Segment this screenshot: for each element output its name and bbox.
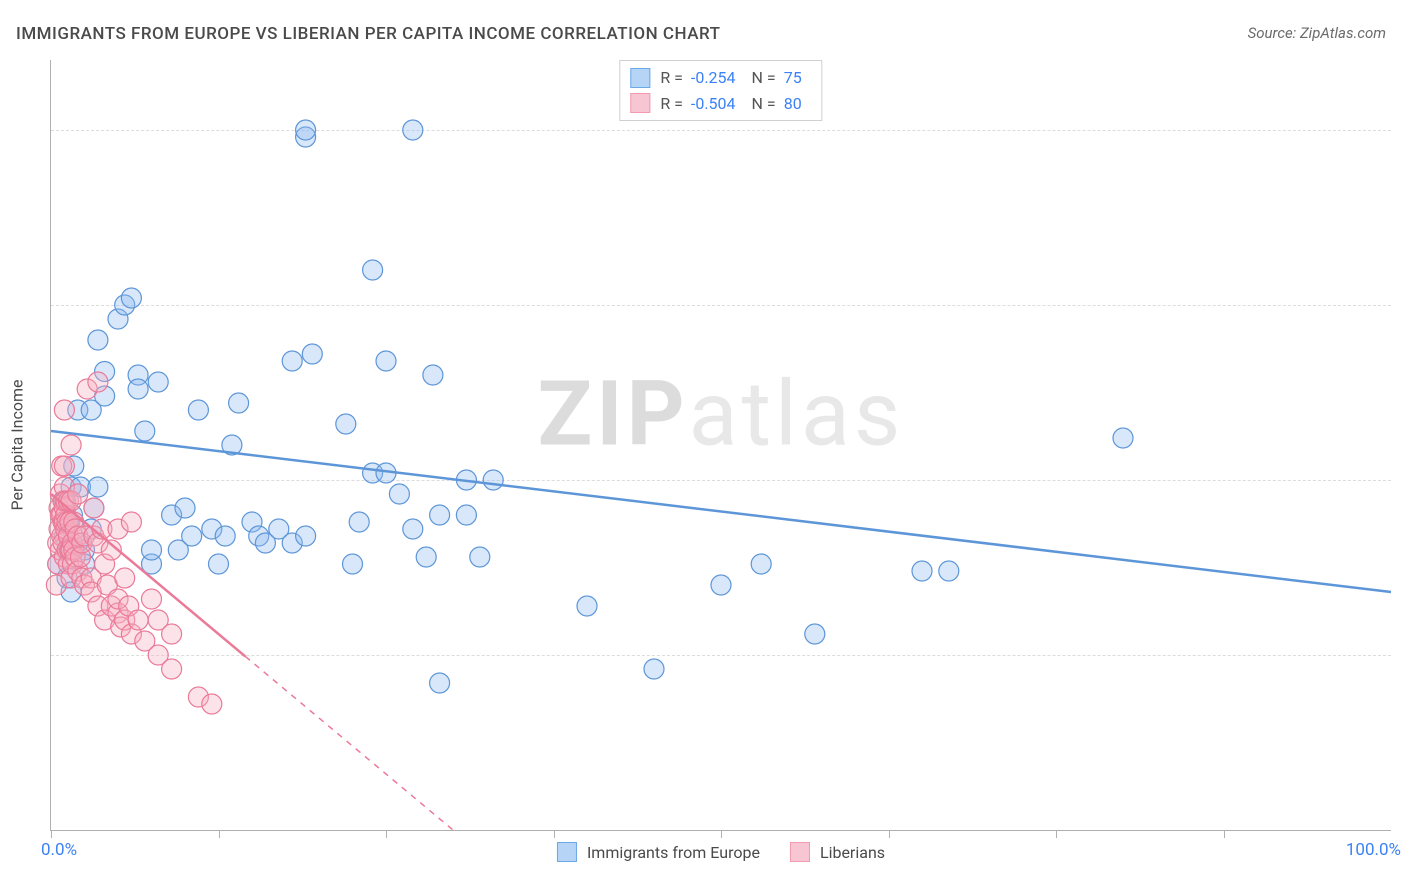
plot-area: Per Capita Income ZIPatlas $25,000$50,00… — [50, 60, 1391, 831]
scatter-point-liberians — [142, 589, 162, 609]
scatter-point-europe — [430, 673, 450, 693]
scatter-point-liberians — [84, 498, 104, 518]
legend-row-europe: R = -0.254 N = 75 — [630, 65, 811, 91]
scatter-point-europe — [389, 484, 409, 504]
n-value-liberians: 80 — [784, 91, 802, 117]
x-tick — [219, 830, 220, 838]
y-tick-label: $100,000 — [1401, 120, 1406, 140]
scatter-point-europe — [296, 526, 316, 546]
swatch-pink-icon — [790, 842, 810, 862]
scatter-point-europe — [912, 561, 932, 581]
chart-title: IMMIGRANTS FROM EUROPE VS LIBERIAN PER C… — [16, 24, 720, 44]
legend-label-liberians: Liberians — [820, 843, 885, 862]
scatter-point-europe — [423, 365, 443, 385]
scatter-point-liberians — [121, 512, 141, 532]
n-label: N = — [752, 91, 776, 117]
scatter-point-europe — [336, 414, 356, 434]
y-axis-title: Per Capita Income — [8, 380, 27, 511]
scatter-point-europe — [577, 596, 597, 616]
scatter-svg — [51, 60, 1391, 830]
n-value-europe: 75 — [784, 65, 802, 91]
scatter-point-europe — [751, 554, 771, 574]
x-tick — [889, 830, 890, 838]
r-value-europe: -0.254 — [691, 65, 736, 91]
scatter-point-europe — [456, 505, 476, 525]
scatter-point-europe — [349, 512, 369, 532]
scatter-point-europe — [148, 372, 168, 392]
scatter-point-europe — [175, 498, 195, 518]
scatter-point-europe — [128, 379, 148, 399]
y-tick-label: $25,000 — [1401, 645, 1406, 665]
n-label: N = — [752, 65, 776, 91]
scatter-point-europe — [403, 120, 423, 140]
scatter-point-europe — [142, 540, 162, 560]
scatter-point-europe — [296, 120, 316, 140]
scatter-point-europe — [343, 554, 363, 574]
scatter-point-europe — [121, 288, 141, 308]
scatter-point-europe — [805, 624, 825, 644]
series-legend: Immigrants from Europe Liberians — [557, 842, 885, 862]
y-tick-label: $75,000 — [1401, 295, 1406, 315]
scatter-point-europe — [939, 561, 959, 581]
scatter-point-europe — [302, 344, 322, 364]
source-prefix: Source: — [1248, 24, 1300, 42]
swatch-blue-icon — [630, 68, 650, 88]
legend-item-europe: Immigrants from Europe — [557, 842, 760, 862]
scatter-point-liberians — [88, 372, 108, 392]
x-axis-min-label: 0.0% — [41, 840, 77, 860]
scatter-point-europe — [182, 526, 202, 546]
legend-label-europe: Immigrants from Europe — [587, 843, 760, 862]
r-label: R = — [660, 91, 683, 117]
scatter-point-europe — [229, 393, 249, 413]
legend-item-liberians: Liberians — [790, 842, 885, 862]
scatter-point-europe — [135, 421, 155, 441]
scatter-point-europe — [416, 547, 436, 567]
legend-row-liberians: R = -0.504 N = 80 — [630, 91, 811, 117]
scatter-point-europe — [403, 519, 423, 539]
scatter-point-liberians — [54, 400, 74, 420]
r-value-liberians: -0.504 — [691, 91, 736, 117]
x-tick — [1224, 830, 1225, 838]
scatter-point-europe — [711, 575, 731, 595]
scatter-point-liberians — [61, 435, 81, 455]
scatter-point-europe — [88, 477, 108, 497]
x-tick — [721, 830, 722, 838]
correlation-legend: R = -0.254 N = 75 R = -0.504 N = 80 — [619, 60, 822, 121]
x-axis-max-label: 100.0% — [1346, 840, 1401, 860]
scatter-point-europe — [430, 505, 450, 525]
y-tick-label: $50,000 — [1401, 470, 1406, 490]
scatter-point-europe — [470, 547, 490, 567]
x-tick — [554, 830, 555, 838]
swatch-pink-icon — [630, 93, 650, 113]
scatter-point-liberians — [115, 568, 135, 588]
scatter-point-europe — [282, 351, 302, 371]
scatter-point-europe — [215, 526, 235, 546]
x-tick — [51, 830, 52, 838]
scatter-point-liberians — [162, 659, 182, 679]
scatter-point-europe — [644, 659, 664, 679]
x-tick — [1056, 830, 1057, 838]
source-attribution: Source: ZipAtlas.com — [1248, 24, 1386, 42]
scatter-point-liberians — [162, 624, 182, 644]
scatter-point-liberians — [54, 456, 74, 476]
scatter-point-europe — [363, 260, 383, 280]
scatter-point-europe — [209, 554, 229, 574]
scatter-point-europe — [188, 400, 208, 420]
trend-line-dashed-liberians — [245, 656, 453, 830]
swatch-blue-icon — [557, 842, 577, 862]
scatter-point-liberians — [202, 694, 222, 714]
x-tick — [386, 830, 387, 838]
source-name: ZipAtlas.com — [1300, 24, 1386, 42]
scatter-point-liberians — [68, 484, 88, 504]
scatter-point-europe — [376, 351, 396, 371]
r-label: R = — [660, 65, 683, 91]
scatter-point-europe — [483, 470, 503, 490]
scatter-point-europe — [1113, 428, 1133, 448]
scatter-point-liberians — [128, 610, 148, 630]
scatter-point-europe — [88, 330, 108, 350]
